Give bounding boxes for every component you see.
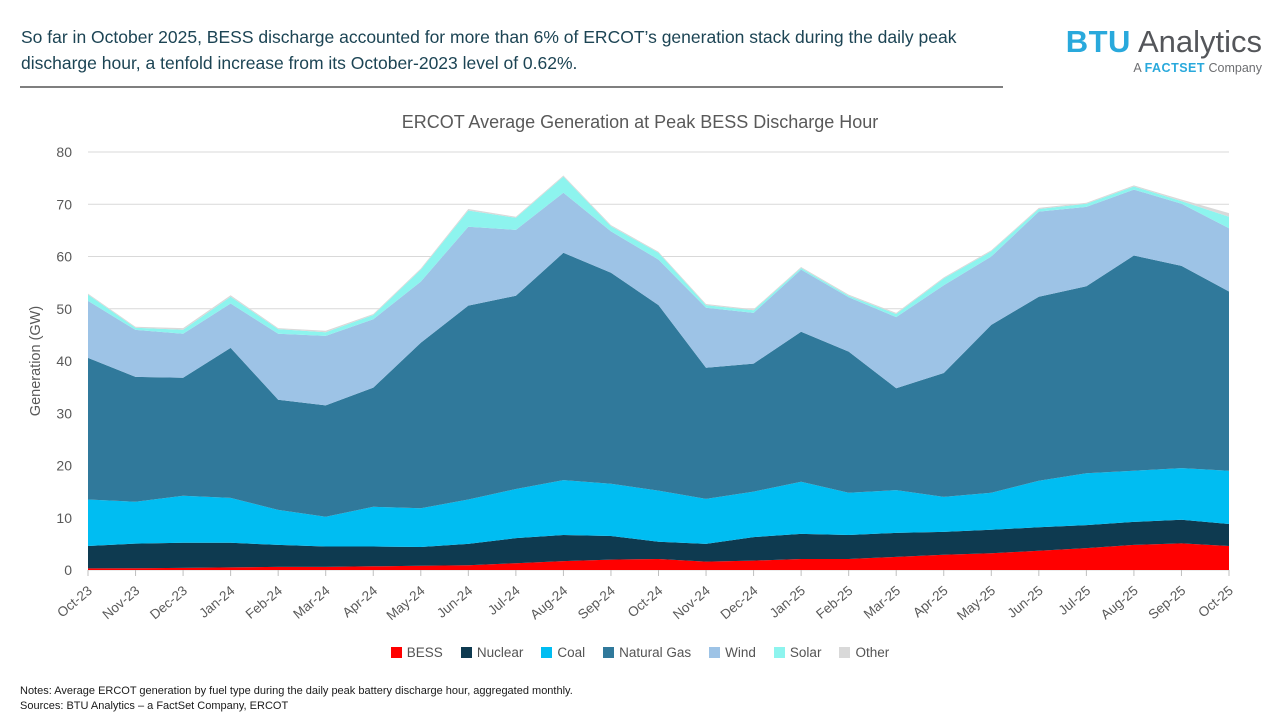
x-tick-label: Feb-25	[813, 583, 855, 622]
x-tick-label: Oct-25	[1195, 583, 1236, 621]
header: So far in October 2025, BESS discharge a…	[21, 24, 1001, 76]
legend-swatch-natural-gas	[603, 647, 615, 658]
x-tick-label: Jan-25	[767, 583, 808, 621]
header-takeaway-text: So far in October 2025, BESS discharge a…	[21, 27, 957, 73]
logo-tagline-suffix: Company	[1208, 61, 1263, 75]
x-tick-label: Sep-24	[575, 583, 618, 623]
legend-label: Wind	[725, 645, 756, 660]
area-series-wind	[88, 189, 1229, 406]
legend-item-nuclear: Nuclear	[460, 645, 524, 660]
legend-item-natural-gas: Natural Gas	[603, 645, 691, 660]
legend-swatch-wind	[709, 647, 721, 658]
y-tick-label: 50	[56, 301, 72, 317]
y-tick-label: 70	[56, 196, 72, 212]
y-tick-label: 0	[64, 562, 72, 578]
logo-btu-text: BTU	[1065, 24, 1131, 59]
x-tick-label: May-25	[954, 583, 998, 623]
area-series-nuclear	[88, 519, 1229, 569]
legend-swatch-bess	[390, 647, 402, 658]
area-series-bess	[88, 543, 1229, 570]
logo-factset-text: FACTSET	[1144, 61, 1206, 75]
logo-analytics-text: Analytics	[1137, 24, 1262, 59]
legend-item-solar: Solar	[773, 645, 822, 660]
x-tick-label: Feb-24	[243, 582, 286, 621]
x-tick-label: Aug-25	[1098, 583, 1141, 622]
area-series-solar	[88, 176, 1229, 336]
x-tick-label: Jul-24	[485, 582, 523, 617]
legend-label: Nuclear	[476, 645, 524, 660]
footnotes: Notes: Average ERCOT generation by fuel …	[20, 684, 573, 714]
y-tick-label: 10	[56, 510, 72, 526]
chart-title: ERCOT Average Generation at Peak BESS Di…	[401, 112, 879, 132]
x-tick-label: Mar-25	[861, 583, 903, 622]
legend-swatch-nuclear	[460, 647, 472, 658]
notes-line: Notes: Average ERCOT generation by fuel …	[20, 685, 573, 697]
x-tick-label: Nov-24	[670, 582, 713, 622]
x-tick-label: Oct-24	[625, 582, 666, 620]
x-tick-label: Dec-23	[147, 583, 190, 622]
legend-swatch-solar	[773, 647, 785, 658]
x-tick-label: Aug-24	[527, 583, 570, 623]
legend-item-wind: Wind	[709, 645, 756, 660]
legend-item-coal: Coal	[541, 645, 585, 660]
legend-label: Other	[855, 645, 890, 660]
x-tick-label: Nov-23	[99, 583, 142, 622]
x-tick-label: Apr-25	[910, 583, 951, 621]
btu-analytics-logo: BTU Analytics A FACTSET Company	[1066, 26, 1262, 76]
legend-label: Solar	[789, 645, 822, 660]
x-tick-label: Jan-24	[196, 582, 238, 620]
legend-label: Coal	[557, 645, 586, 660]
area-series-natural-gas	[88, 252, 1229, 517]
legend-item-other: Other	[839, 645, 889, 660]
y-tick-label: 20	[56, 458, 72, 474]
legend-label: Natural Gas	[619, 645, 692, 660]
logo-tagline: A FACTSET Company	[1066, 61, 1262, 75]
x-tick-label: Jun-24	[434, 582, 476, 620]
y-tick-label: 30	[56, 405, 72, 421]
x-tick-label: Jul-25	[1055, 583, 1093, 618]
x-tick-label: Sep-25	[1145, 583, 1188, 622]
x-tick-label: Apr-24	[339, 582, 380, 620]
x-tick-label: Jun-25	[1004, 583, 1045, 621]
legend-label: BESS	[406, 645, 443, 660]
sources-line: Sources: BTU Analytics – a FactSet Compa…	[20, 700, 289, 712]
chart-legend: BESS Nuclear Coal Natural Gas Wind Solar Other	[0, 645, 1280, 660]
legend-swatch-other	[839, 647, 851, 658]
y-tick-label: 40	[56, 353, 72, 369]
x-tick-label: May-24	[384, 582, 429, 623]
x-tick-label: Oct-23	[54, 583, 95, 621]
y-tick-label: 80	[56, 144, 72, 160]
logo-tagline-prefix: A	[1133, 61, 1142, 75]
legend-item-bess: BESS	[390, 645, 443, 660]
logo-wordmark: BTU Analytics	[1066, 26, 1262, 58]
header-divider	[20, 86, 1003, 88]
x-tick-label: Mar-24	[290, 582, 333, 621]
y-tick-label: 60	[56, 249, 72, 265]
legend-swatch-coal	[541, 647, 553, 658]
x-tick-label: Dec-24	[718, 582, 761, 622]
area-series-coal	[88, 468, 1229, 547]
y-axis-title: Generation (GW)	[28, 306, 44, 416]
